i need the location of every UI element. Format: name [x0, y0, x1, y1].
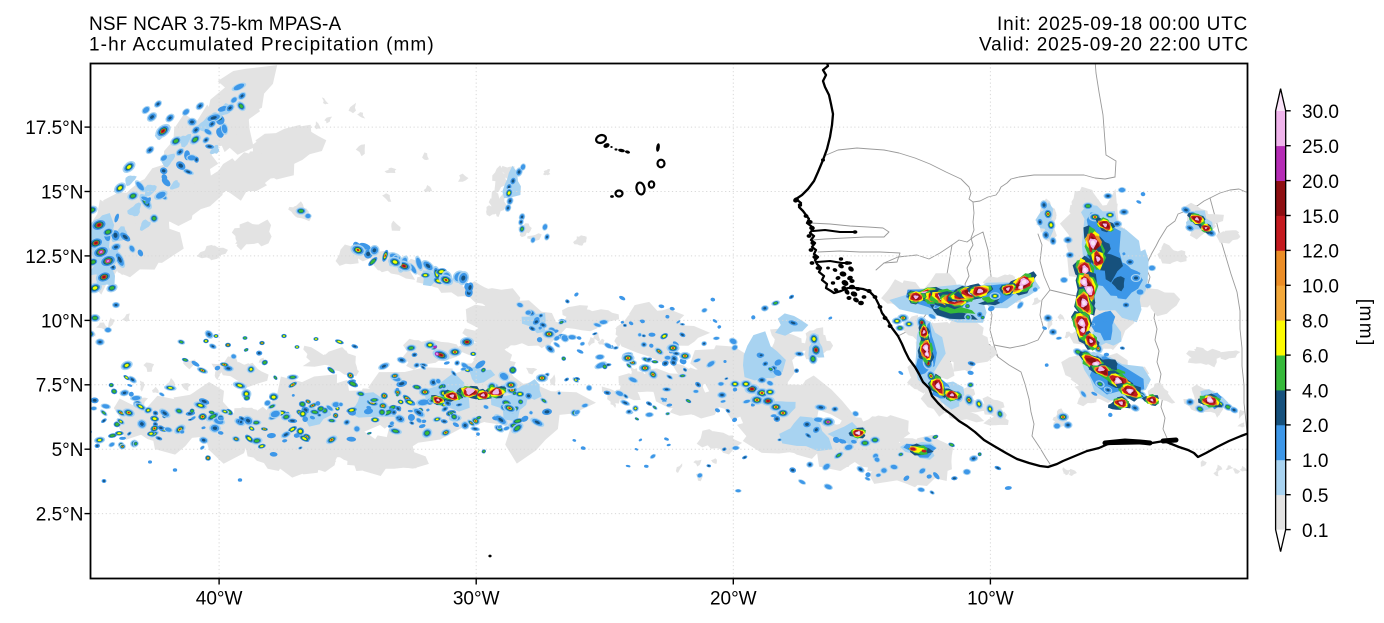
- svg-text:40°W: 40°W: [196, 589, 243, 610]
- svg-text:15°N: 15°N: [41, 182, 83, 203]
- svg-text:17.5°N: 17.5°N: [25, 118, 83, 139]
- svg-text:Valid: 2025-09-20 22:00 UTC: Valid: 2025-09-20 22:00 UTC: [979, 35, 1249, 56]
- svg-text:8.0: 8.0: [1302, 312, 1328, 333]
- svg-text:[mm]: [mm]: [1355, 299, 1376, 347]
- svg-text:10°N: 10°N: [41, 311, 83, 332]
- svg-text:30°W: 30°W: [453, 589, 500, 610]
- svg-text:Init: 2025-09-18 00:00 UTC: Init: 2025-09-18 00:00 UTC: [997, 14, 1248, 35]
- svg-text:12.0: 12.0: [1302, 242, 1339, 263]
- svg-text:NSF NCAR 3.75-km MPAS-A: NSF NCAR 3.75-km MPAS-A: [89, 14, 341, 35]
- svg-text:0.5: 0.5: [1302, 486, 1328, 507]
- svg-text:6.0: 6.0: [1302, 346, 1328, 367]
- svg-text:2.5°N: 2.5°N: [36, 505, 84, 526]
- svg-text:10°W: 10°W: [967, 589, 1014, 610]
- svg-text:1-hr Accumulated Precipitation: 1-hr Accumulated Precipitation (mm): [89, 35, 435, 56]
- svg-text:12.5°N: 12.5°N: [25, 247, 83, 268]
- svg-text:20°W: 20°W: [710, 589, 757, 610]
- svg-text:4.0: 4.0: [1302, 381, 1328, 402]
- svg-text:20.0: 20.0: [1302, 172, 1339, 193]
- svg-text:2.0: 2.0: [1302, 416, 1328, 437]
- svg-text:10.0: 10.0: [1302, 277, 1339, 298]
- svg-text:30.0: 30.0: [1302, 102, 1339, 123]
- svg-text:0.1: 0.1: [1302, 521, 1328, 542]
- svg-text:1.0: 1.0: [1302, 451, 1328, 472]
- svg-text:5°N: 5°N: [52, 440, 84, 461]
- svg-text:25.0: 25.0: [1302, 137, 1339, 158]
- svg-text:15.0: 15.0: [1302, 207, 1339, 228]
- svg-text:7.5°N: 7.5°N: [36, 376, 84, 397]
